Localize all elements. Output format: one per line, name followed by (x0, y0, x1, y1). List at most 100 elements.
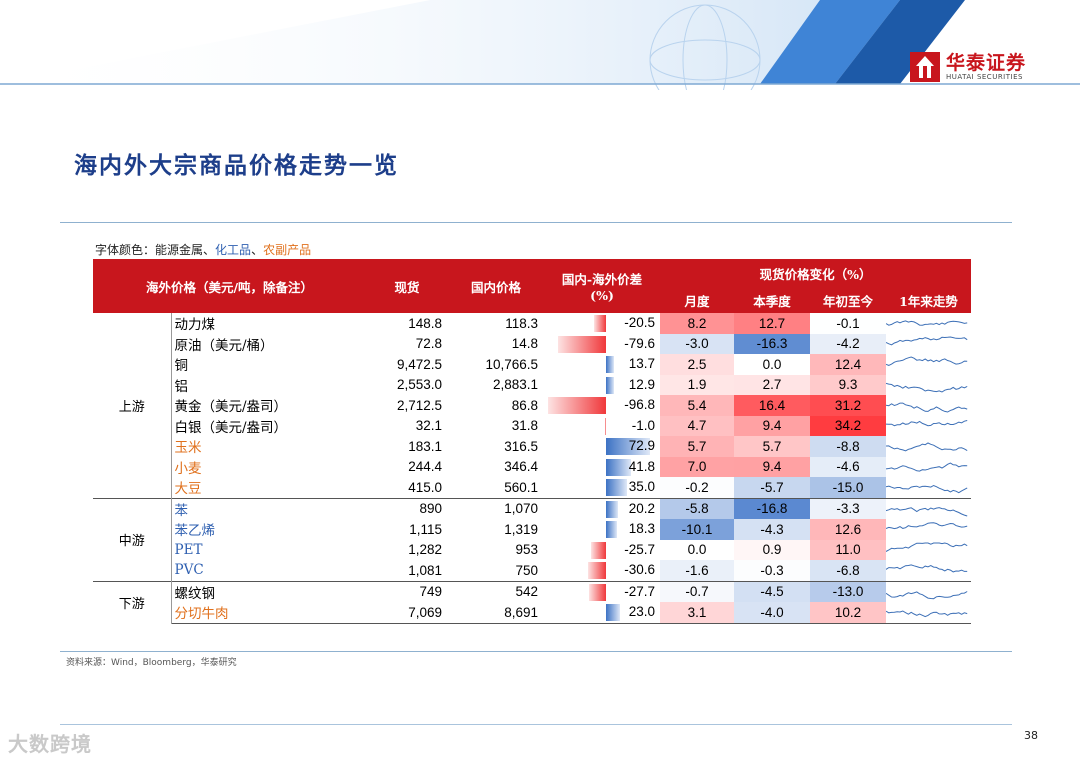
quarter-change: -4.3 (734, 519, 811, 540)
note-energy: 能源金属 (155, 243, 204, 257)
trend-sparkline (886, 560, 971, 581)
trend-sparkline (886, 457, 971, 478)
spread-bar (593, 315, 606, 332)
spread-value: -20.5 (624, 315, 656, 330)
spread-cell: -20.5 (544, 313, 660, 334)
ytd-change: -4.6 (810, 456, 887, 477)
huatai-logo-icon (910, 52, 940, 82)
quarter-change: -16.3 (734, 333, 811, 354)
month-change: 3.1 (660, 602, 735, 624)
spread-cell: 23.0 (544, 602, 661, 624)
page-number: 38 (1024, 729, 1038, 742)
month-change: 5.7 (660, 436, 735, 457)
spot-price: 183.1 (408, 438, 443, 454)
spot-price: 9,472.5 (396, 356, 443, 372)
commodity-name: 铝 (174, 378, 189, 395)
spread-cell: 72.9 (544, 436, 660, 457)
spread-cell: 20.2 (544, 497, 661, 519)
quarter-change: 2.7 (734, 374, 811, 395)
table-row: PVC 1,081 750 -30.6 -1.6 -0.3 -6.8 (93, 560, 971, 581)
spread-value: -1.0 (631, 417, 656, 433)
month-change: -3.0 (660, 333, 735, 354)
quarter-change: 0.0 (734, 354, 811, 375)
table-row: 黄金（美元/盎司） 2,712.5 86.8 -96.8 5.4 16.4 31.2 (93, 395, 971, 416)
ytd-change: 9.3 (810, 374, 887, 395)
col-spread: 国内-海外价差 (%) (544, 259, 661, 313)
quarter-change: 5.7 (734, 436, 811, 457)
domestic-price: 118.3 (505, 315, 539, 331)
spot-price: 72.8 (415, 336, 443, 352)
group-label: 中游 (93, 497, 172, 581)
trend-sparkline (886, 354, 971, 375)
spot-price: 415.0 (408, 479, 443, 495)
spread-bar (587, 562, 606, 579)
commodity-name: 原油（美元/桶） (174, 337, 274, 354)
domestic-price: 560.1 (504, 479, 539, 495)
table-row: PET 1,282 953 -25.7 0.0 0.9 11.0 (93, 539, 971, 560)
col-quarter: 本季度 (734, 287, 811, 313)
group-label: 下游 (93, 580, 172, 623)
spread-value: 12.9 (628, 376, 656, 392)
ytd-change: 12.6 (810, 519, 887, 540)
spread-value: 18.3 (628, 521, 656, 536)
spot-price: 890 (366, 497, 449, 519)
table-row: 下游 螺纹钢 749 542 -27.7 -0.7 -4.5 -13.0 (93, 580, 972, 623)
source-note: 资料来源：Wind，Bloomberg，华泰研究 (66, 658, 237, 668)
domestic-price: 1,319 (504, 521, 539, 537)
col-overseas: 海外价格（美元/吨，除备注） (93, 259, 367, 313)
commodity-name: 白银（美元/盎司） (174, 419, 288, 436)
month-change: 2.5 (660, 354, 735, 375)
ytd-change: -0.1 (810, 313, 887, 334)
domestic-price: 1,070 (448, 497, 545, 519)
col-month: 月度 (660, 287, 735, 313)
commodity-name: 玉米 (174, 440, 202, 457)
commodity-name: 小麦 (174, 460, 202, 477)
table-row: 铝 2,553.0 2,883.1 12.9 1.9 2.7 9.3 (93, 374, 971, 396)
spread-bar (606, 458, 632, 476)
spread-value: 72.9 (628, 438, 656, 453)
domestic-price: 316.5 (504, 438, 539, 454)
col-domestic: 国内价格 (448, 259, 545, 313)
brand-name-en: HUATAI SECURITIES (946, 73, 1023, 81)
month-change: 0.0 (660, 539, 735, 560)
domestic-price: 953 (515, 542, 539, 558)
brand-name-cn: 华泰证券 (946, 52, 1027, 74)
font-color-note: 字体颜色：能源金属、化工品、农副产品 (95, 241, 311, 258)
domestic-price: 542 (448, 580, 545, 602)
quarter-change: 16.4 (734, 395, 811, 416)
footer-line (60, 724, 1012, 725)
spot-price: 1,081 (408, 562, 443, 578)
divider-top (60, 222, 1012, 223)
ytd-change: 11.0 (810, 539, 887, 560)
quarter-change: -16.8 (734, 497, 811, 519)
group-label: 上游 (93, 313, 172, 498)
month-change: -0.7 (660, 580, 735, 602)
table-row: 小麦 244.4 346.4 41.8 7.0 9.4 -4.6 (93, 456, 971, 478)
table-row: 铜 9,472.5 10,766.5 13.7 2.5 0.0 12.4 (93, 354, 971, 375)
divider-bottom (60, 651, 1012, 652)
spread-bar (547, 397, 606, 414)
ytd-change: 10.2 (810, 602, 887, 624)
note-sep2: 、 (251, 243, 264, 257)
spot-price: 1,115 (409, 521, 443, 537)
spread-value: -27.7 (624, 583, 656, 599)
spread-bar (605, 417, 606, 435)
spread-bar (606, 376, 614, 394)
spread-cell: 41.8 (544, 457, 660, 478)
trend-sparkline (886, 375, 971, 396)
month-change: 7.0 (660, 456, 735, 477)
spread-bar (558, 335, 606, 353)
spot-price: 2,712.5 (396, 397, 443, 413)
note-agri: 农副产品 (263, 243, 312, 257)
spot-price: 1,282 (408, 542, 443, 558)
note-chemical: 化工品 (215, 243, 252, 257)
trend-sparkline (886, 416, 971, 437)
spread-value: -30.6 (624, 562, 656, 577)
trend-sparkline (886, 580, 972, 602)
quarter-change: -4.0 (734, 602, 811, 624)
trend-sparkline (886, 497, 972, 519)
spot-price: 32.1 (415, 418, 443, 434)
ytd-change: -4.2 (810, 333, 887, 354)
table-row: 大豆 415.0 560.1 35.0 -0.2 -5.7 -15.0 (93, 477, 971, 498)
quarter-change: 0.9 (734, 539, 811, 560)
